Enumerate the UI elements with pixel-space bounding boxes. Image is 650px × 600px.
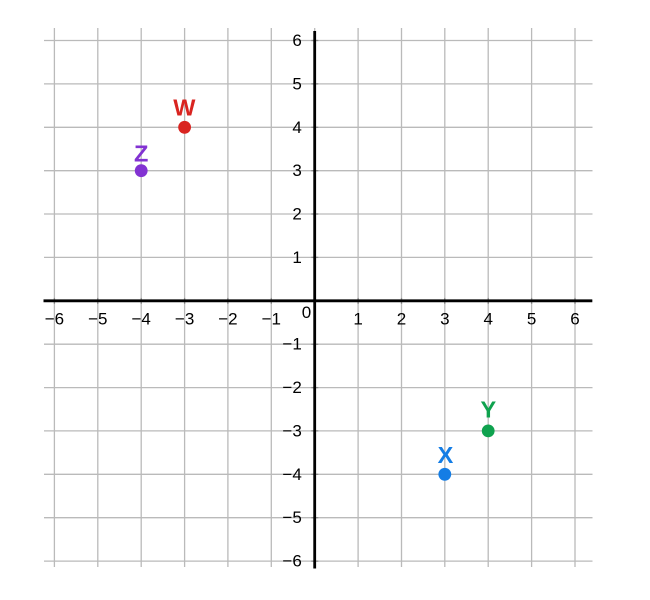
svg-text:6: 6 [570, 310, 579, 329]
svg-text:1: 1 [353, 310, 362, 329]
svg-text:X: X [438, 442, 454, 468]
svg-text:4: 4 [483, 310, 492, 329]
svg-text:6: 6 [292, 31, 301, 50]
svg-text:−2: −2 [282, 378, 301, 397]
svg-text:−4: −4 [132, 310, 151, 329]
svg-text:−4: −4 [282, 465, 301, 484]
svg-text:−3: −3 [175, 310, 194, 329]
svg-text:3: 3 [292, 161, 301, 180]
svg-text:W: W [173, 95, 196, 121]
svg-text:4: 4 [292, 118, 301, 137]
svg-text:0: 0 [302, 303, 311, 322]
svg-text:2: 2 [292, 205, 301, 224]
svg-text:3: 3 [440, 310, 449, 329]
svg-text:−2: −2 [218, 310, 237, 329]
svg-text:Y: Y [480, 397, 496, 423]
svg-text:−5: −5 [282, 508, 301, 527]
svg-text:2: 2 [397, 310, 406, 329]
svg-text:Z: Z [134, 141, 148, 167]
svg-text:−6: −6 [45, 310, 64, 329]
svg-text:5: 5 [527, 310, 536, 329]
svg-text:−1: −1 [282, 335, 301, 354]
svg-text:−6: −6 [282, 552, 301, 571]
svg-text:−5: −5 [88, 310, 107, 329]
svg-text:1: 1 [292, 248, 301, 267]
svg-text:−3: −3 [282, 421, 301, 440]
svg-text:−1: −1 [262, 310, 281, 329]
svg-text:5: 5 [292, 74, 301, 93]
